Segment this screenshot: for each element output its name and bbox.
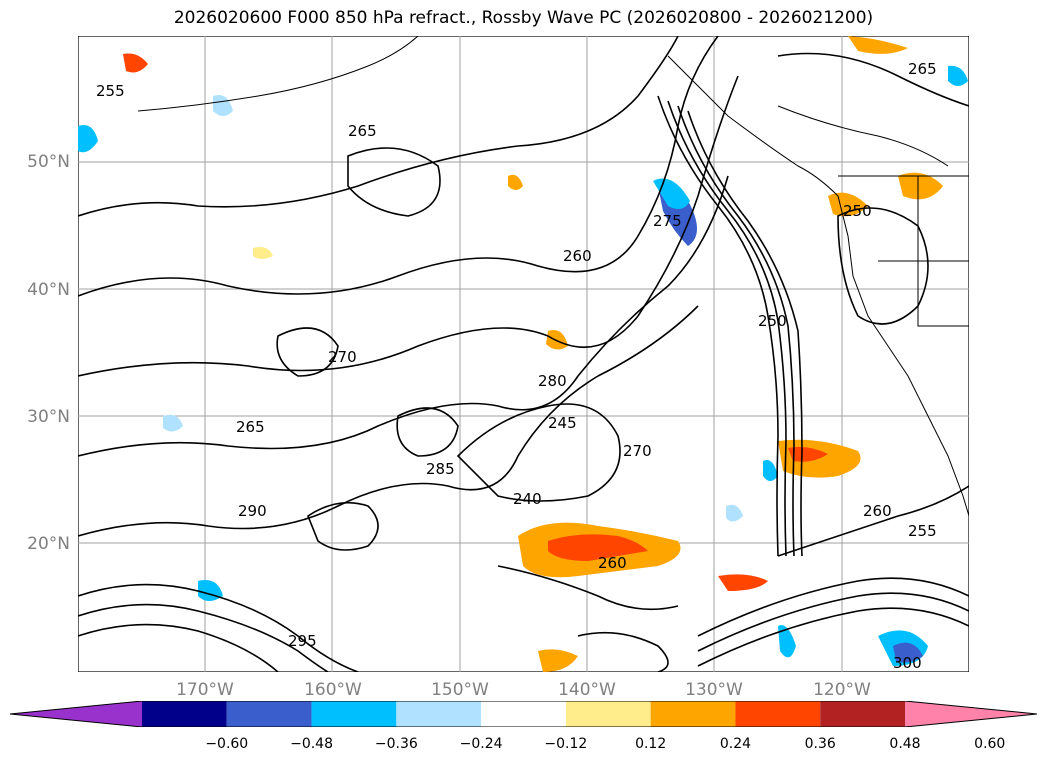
lat-label: 30°N (27, 407, 70, 427)
contour-label: 260 (863, 502, 892, 520)
colorbar-bin (650, 701, 736, 727)
colorbar-tick-label: −0.36 (374, 736, 418, 752)
contour-label: 265 (236, 418, 265, 436)
colorbar-bin (565, 701, 651, 727)
colorbar-tick-label: −0.12 (544, 736, 588, 752)
contour-label: 265 (908, 60, 937, 78)
colorbar-tick-label: 0.36 (804, 736, 836, 752)
colorbar-bin (820, 701, 905, 727)
colorbar-tick-label: 0.48 (889, 736, 921, 752)
contour-label: 275 (653, 212, 682, 230)
colorbar-bin (142, 701, 227, 727)
contour-label: 265 (348, 122, 377, 140)
contour-label: 295 (288, 632, 317, 650)
colorbar (10, 701, 1037, 727)
colorbar-tick-label: 0.60 (974, 736, 1006, 752)
colorbar-bin (735, 701, 821, 727)
colorbar-tick-label: −0.60 (205, 736, 249, 752)
colorbar-tick-label: −0.24 (459, 736, 503, 752)
lon-label: 130°W (685, 680, 743, 700)
contour-label: 300 (893, 654, 922, 672)
contour-label: 270 (623, 442, 652, 460)
colorbar-tick-label: 0.24 (719, 736, 752, 752)
chart-title: 2026020600 F000 850 hPa refract., Rossby… (173, 8, 874, 28)
lon-label: 150°W (431, 680, 489, 700)
colorbar-bin (311, 701, 397, 727)
contour-label: 260 (598, 554, 627, 572)
contour-label: 250 (843, 202, 872, 220)
contour-label: 245 (548, 414, 577, 432)
colorbar-under-arrow (10, 701, 142, 727)
lat-label: 20°N (27, 534, 70, 554)
contour-label: 240 (513, 490, 542, 508)
lon-label: 120°W (813, 680, 871, 700)
colorbar-tick-label: 0.12 (635, 736, 667, 752)
lon-label: 160°W (304, 680, 362, 700)
colorbar-bin (226, 701, 312, 727)
contour-label: 250 (758, 312, 787, 330)
contour-label: 280 (538, 372, 567, 390)
colorbar-bin (481, 701, 566, 727)
contour-label: 285 (426, 460, 455, 478)
contour-label: 260 (563, 247, 592, 265)
colorbar-tick-label: −0.48 (290, 736, 333, 752)
colorbar-over-arrow (905, 701, 1037, 727)
contour-label: 255 (96, 82, 125, 100)
lat-label: 40°N (27, 280, 70, 300)
lat-label: 50°N (27, 152, 70, 172)
rossby-wave-pc-shading (78, 36, 968, 672)
contour-label: 255 (908, 522, 937, 540)
contour-label: 270 (328, 348, 357, 366)
contour-label: 290 (238, 502, 267, 520)
lon-label: 140°W (558, 680, 616, 700)
map-panel: 255 265 275 260 270 280 285 290 295 300 … (78, 36, 969, 672)
contour-labels: 255 265 275 260 270 280 285 290 295 300 … (96, 60, 937, 672)
lon-label: 170°W (176, 680, 234, 700)
graticule (78, 36, 969, 672)
colorbar-bin (396, 701, 482, 727)
coastlines (137, 36, 969, 517)
